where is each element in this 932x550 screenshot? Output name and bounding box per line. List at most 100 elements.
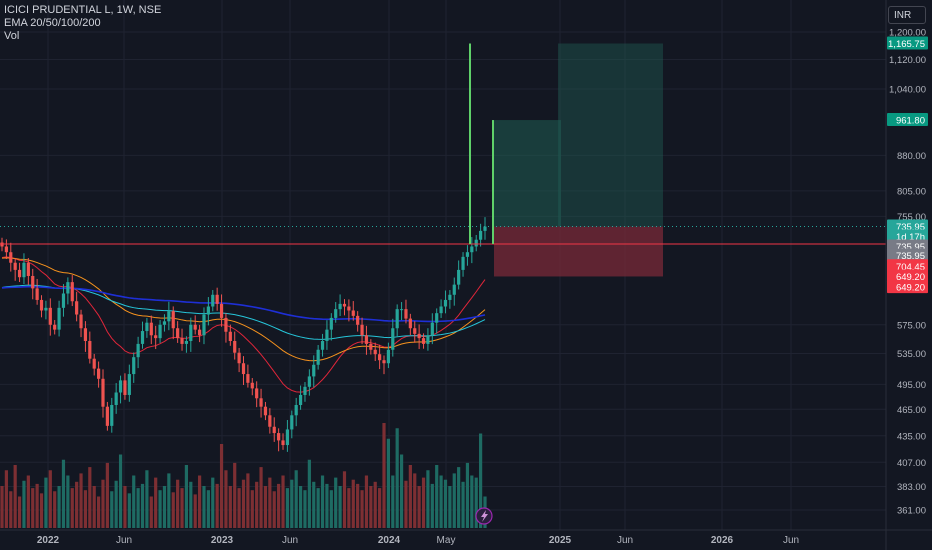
price-tag-label: 961.80 — [896, 116, 925, 127]
candle-body — [26, 262, 30, 276]
candle-body — [219, 303, 224, 318]
price-tag — [887, 36, 928, 50]
volume-bar — [325, 483, 329, 528]
price-tick-label: 495.00 — [897, 380, 926, 391]
candle-body — [118, 380, 123, 393]
volume-bar — [219, 444, 224, 528]
price-tick-label: 435.00 — [897, 431, 926, 442]
volume-bar — [250, 490, 254, 528]
candle-body — [83, 328, 88, 342]
time-tick-label: Jun — [617, 535, 633, 546]
volume-bar — [110, 491, 114, 528]
price-tag-label: 1d 17h — [896, 232, 925, 243]
price-tag — [887, 219, 928, 233]
volume-bar — [132, 475, 136, 528]
volume-bar — [457, 467, 461, 528]
volume-bar — [391, 475, 395, 528]
price-tag-label: 1,165.75 — [888, 39, 925, 50]
volume-bar — [386, 438, 390, 528]
candle-body — [316, 349, 320, 365]
candle-body — [272, 426, 276, 434]
volume-bar — [123, 486, 127, 528]
volume-bar — [329, 490, 333, 528]
price-tag — [887, 269, 928, 283]
candle-body — [97, 368, 101, 379]
candle-body — [360, 324, 364, 336]
legend-indicator[interactable]: EMA 20/50/100/200 — [4, 17, 101, 29]
candle-body — [31, 275, 35, 289]
price-tick-label: 880.00 — [897, 151, 926, 162]
volume-bar — [22, 480, 26, 528]
candle-body — [408, 318, 412, 329]
candle-body — [215, 294, 219, 304]
volume-bar — [114, 480, 118, 528]
currency-button[interactable]: INR — [888, 6, 926, 24]
candle-body — [224, 317, 228, 332]
candle-body — [61, 293, 66, 308]
time-axis[interactable]: 2022 Jun 2023 Jun 2024 May 2025 Jun 2026 Jun — [0, 529, 932, 546]
volume-bar — [206, 490, 210, 528]
grid — [0, 0, 886, 530]
time-tick-label: Jun — [116, 535, 132, 546]
candle-body — [132, 357, 136, 375]
lightning-badge[interactable] — [475, 507, 493, 525]
time-tick-label: 2026 — [711, 535, 734, 546]
candle-body — [342, 303, 347, 307]
price-tick-label: 535.00 — [897, 349, 926, 360]
volume-bar — [421, 477, 426, 528]
volume-bar — [97, 496, 101, 528]
volume-bar — [395, 428, 399, 528]
candle-body — [391, 328, 395, 350]
candle-body — [171, 311, 175, 329]
volume-bar — [136, 488, 140, 528]
volume-bar — [57, 486, 61, 528]
volume-bar — [342, 471, 347, 528]
volume-bar — [452, 473, 456, 528]
volume-bar — [426, 470, 430, 528]
time-tick-label: 2025 — [549, 535, 572, 546]
volume-bar — [215, 483, 219, 528]
volume-bar — [158, 490, 162, 528]
candle-body — [241, 363, 246, 375]
candle-body — [259, 398, 263, 407]
candle-body — [307, 376, 311, 387]
price-tag-label: 735.95 — [896, 242, 925, 253]
volume-bar — [347, 488, 351, 528]
volume-bar — [70, 488, 74, 528]
candle-body — [303, 386, 307, 395]
volume-bar — [307, 459, 311, 528]
candle-body — [281, 440, 285, 446]
volume-bar — [474, 477, 478, 528]
volume-bar — [31, 488, 35, 528]
candle-body — [479, 230, 483, 240]
volume-bar — [211, 477, 215, 528]
time-tick-label: 2024 — [378, 535, 401, 546]
price-tick-label: 383.00 — [897, 482, 926, 493]
candle-body — [435, 313, 439, 323]
candle-body — [395, 309, 399, 329]
candle-body — [439, 306, 443, 314]
volume-bar — [9, 491, 13, 528]
volume-bar — [184, 465, 189, 528]
position-zones[interactable] — [494, 43, 663, 277]
volume-bar — [237, 488, 241, 528]
legend-volume[interactable]: Vol — [4, 30, 20, 42]
candle-body — [382, 360, 386, 364]
candle-body — [79, 314, 83, 329]
candle-body — [70, 282, 74, 302]
price-axis[interactable]: 1,200.00 1,120.00 1,040.00 880.00 805.00 755.… — [885, 0, 926, 550]
volume-bar — [263, 486, 268, 528]
volume-bar — [312, 481, 316, 528]
candle-body — [123, 380, 127, 395]
price-tick-label: 575.00 — [897, 320, 926, 331]
candle-body — [312, 364, 316, 377]
candle-body — [250, 382, 254, 389]
price-tag — [887, 248, 928, 262]
candle-body — [167, 311, 171, 322]
volume-bar — [140, 483, 145, 528]
volume-bar — [439, 475, 443, 528]
price-tick-label: 361.00 — [897, 506, 926, 517]
candle-body — [228, 331, 232, 342]
legend-symbol[interactable]: ICICI PRUDENTIAL L, 1W, NSE — [4, 4, 162, 16]
